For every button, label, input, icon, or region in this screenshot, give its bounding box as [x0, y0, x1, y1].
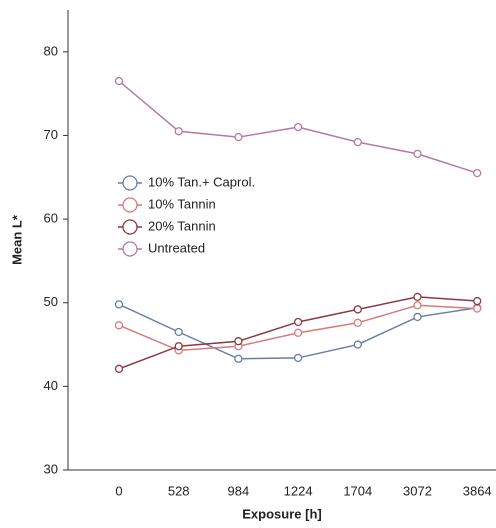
y-tick-label: 30: [44, 461, 58, 476]
legend-marker: [122, 219, 138, 235]
legend-marker: [122, 175, 138, 191]
point: [114, 76, 124, 86]
point: [293, 122, 303, 132]
legend-marker: [122, 197, 138, 213]
legend-label: Untreated: [148, 240, 205, 255]
y-tick-label: 40: [44, 378, 58, 393]
legend-label: 10% Tannin: [148, 196, 216, 211]
x-tick-label: 984: [228, 483, 250, 498]
x-tick-label: 3072: [403, 483, 432, 498]
x-tick-label: 528: [168, 483, 190, 498]
point: [353, 340, 362, 349]
point: [174, 342, 183, 351]
y-axis-title: Mean L*: [9, 214, 24, 265]
point: [413, 149, 422, 159]
x-axis-title: Exposure [h]: [242, 506, 321, 521]
point: [473, 168, 482, 178]
point: [353, 318, 362, 327]
point: [293, 317, 303, 327]
point: [413, 312, 422, 322]
x-tick-label: 1224: [284, 483, 313, 498]
point: [114, 321, 124, 330]
legend-label: 10% Tan.+ Caprol.: [148, 174, 255, 189]
point: [353, 137, 362, 147]
point: [413, 301, 422, 310]
y-tick-label: 60: [44, 211, 58, 226]
point: [293, 353, 303, 363]
point: [293, 328, 303, 337]
legend-label: 20% Tannin: [148, 218, 216, 233]
point: [413, 292, 422, 302]
y-tick-label: 80: [44, 43, 58, 58]
point: [174, 127, 183, 136]
y-tick-label: 70: [44, 127, 58, 142]
point: [473, 304, 482, 313]
point: [353, 305, 362, 314]
point: [174, 327, 183, 337]
point: [234, 337, 243, 346]
x-tick-label: 1704: [343, 483, 372, 498]
y-tick-label: 50: [44, 294, 58, 309]
point: [234, 354, 243, 363]
legend-marker: [122, 241, 138, 257]
point: [114, 364, 124, 373]
x-tick-label: 3864: [463, 483, 492, 498]
x-tick-label: 0: [115, 483, 122, 498]
point: [114, 300, 124, 309]
series-line: [118, 304, 478, 352]
point: [234, 132, 243, 142]
point: [473, 296, 482, 306]
